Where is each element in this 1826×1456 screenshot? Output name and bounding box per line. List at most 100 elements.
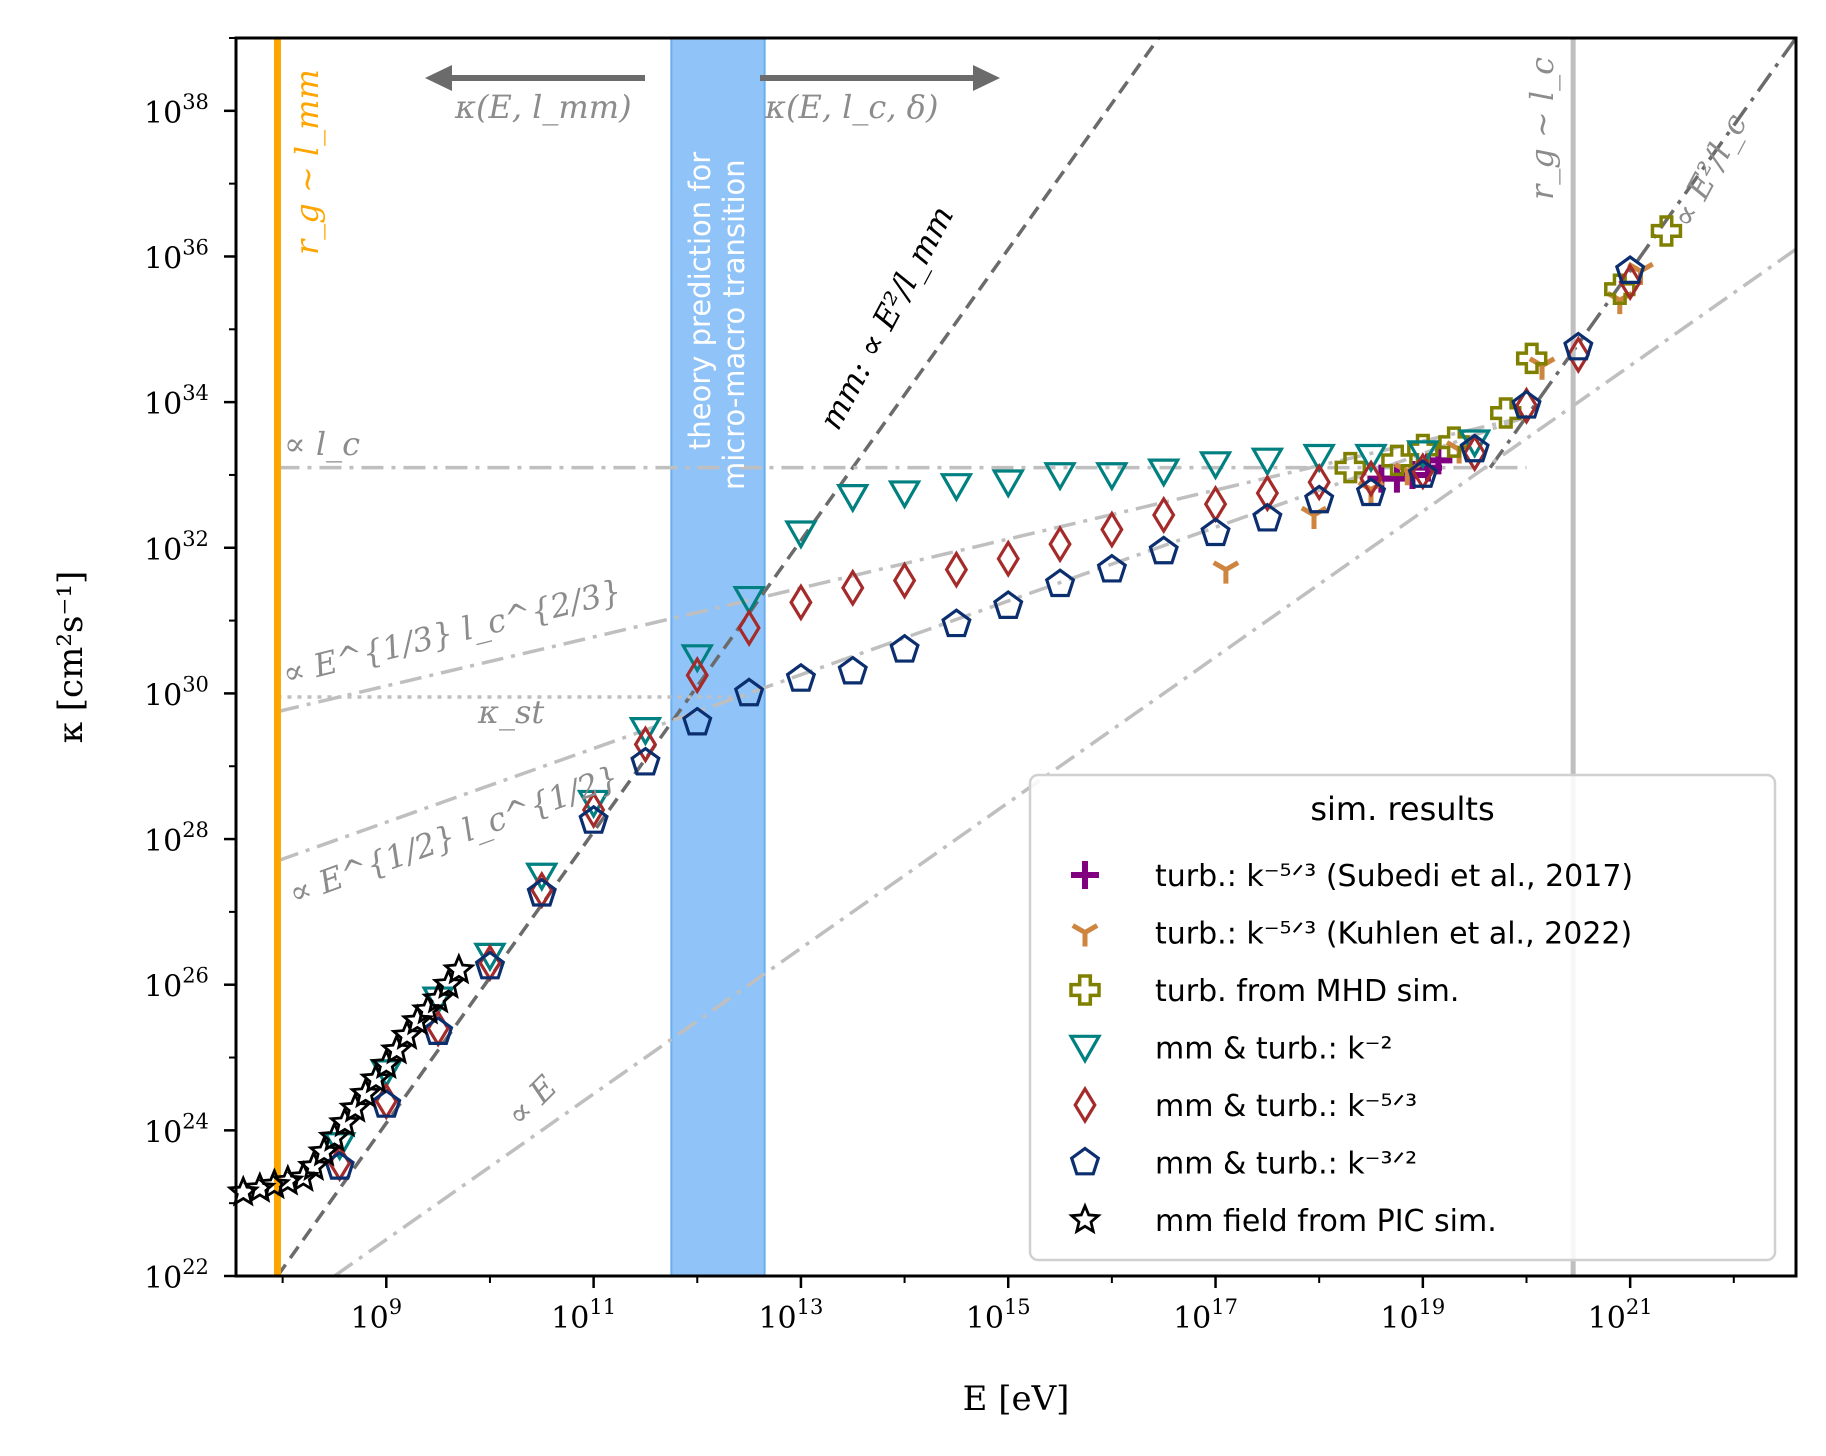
point-s4-5 — [581, 790, 606, 830]
point-s6-8 — [328, 1105, 362, 1138]
point-s4-16 — [1152, 495, 1176, 535]
point-s5-5 — [578, 804, 609, 834]
point-s5-6 — [630, 746, 661, 776]
point-s5-15 — [1096, 553, 1128, 583]
label-rg-lc: r_g ∼ l_c — [1523, 57, 1561, 200]
legend-marker-5 — [1069, 1146, 1101, 1176]
y-tick-label-3: 1028 — [144, 818, 209, 859]
point-s4-19 — [1307, 463, 1331, 502]
point-s5-17 — [1200, 517, 1231, 547]
legend-label-4: mm & turb.: k⁻⁵ᐟ³ — [1155, 1089, 1417, 1124]
label-lc: ∝ l_c — [284, 425, 360, 463]
point-s3-17 — [1198, 451, 1233, 481]
y-tick-label-8: 1038 — [144, 90, 209, 131]
point-s6-18 — [431, 967, 466, 999]
legend-marker-0 — [1071, 861, 1099, 889]
point-s2-4 — [1490, 397, 1522, 429]
point-s2-5 — [1515, 342, 1548, 375]
point-s6-14 — [390, 1018, 424, 1050]
point-s5-1 — [371, 1088, 402, 1118]
point-s6-3 — [271, 1163, 305, 1196]
point-s5-14 — [1044, 568, 1076, 598]
point-s4-25 — [1618, 262, 1642, 302]
point-s5-21 — [1407, 458, 1439, 488]
point-s5-11 — [889, 633, 920, 663]
point-s3-13 — [991, 469, 1025, 499]
plot-frame — [234, 36, 1798, 1278]
point-s6-19 — [442, 952, 476, 985]
point-s3-18 — [1250, 447, 1285, 477]
point-s4-15 — [1100, 510, 1124, 549]
y-tick-label-4: 1030 — [144, 672, 209, 713]
point-s3-21 — [1406, 440, 1440, 470]
label-E13: ∝ E^{1/3} l_c^{2/3} — [279, 572, 625, 693]
point-s3-16 — [1146, 458, 1181, 488]
point-s3-4 — [525, 862, 559, 892]
point-s2-1 — [1381, 444, 1413, 477]
x-tick-label-2: 1013 — [758, 1295, 823, 1336]
point-s4-7 — [685, 656, 709, 695]
point-s4-11 — [892, 561, 917, 600]
point-s5-8 — [733, 677, 765, 707]
point-s5-9 — [785, 662, 817, 692]
point-s5-12 — [941, 608, 972, 638]
point-s6-6 — [307, 1134, 341, 1167]
label-E2-lc: ∝ E²/l_c — [1664, 107, 1755, 233]
point-s3-20 — [1354, 443, 1388, 474]
point-s6-0 — [226, 1174, 261, 1207]
point-s5-16 — [1148, 535, 1179, 565]
arrow-left-head — [425, 65, 452, 91]
point-s4-22 — [1462, 433, 1487, 473]
legend-label-1: turb.: k⁻⁵ᐟ³ (Kuhlen et al., 2022) — [1155, 917, 1632, 952]
point-s6-17 — [421, 981, 455, 1014]
point-s4-8 — [737, 608, 761, 648]
point-s2-7 — [1650, 215, 1683, 247]
axes-layer: 109 1011 1013 1015 1017 1019 1021 1022 1024 1026 1… — [51, 36, 1798, 1419]
point-s5-20 — [1355, 477, 1387, 507]
point-s3-9 — [784, 520, 818, 550]
point-s3-22 — [1457, 429, 1492, 459]
x-tick-label-6: 1021 — [1588, 1295, 1653, 1336]
legend-marker-2 — [1069, 974, 1101, 1006]
point-s3-12 — [939, 473, 974, 503]
point-s4-9 — [789, 583, 813, 622]
band-label-line1: theory prediction for — [683, 152, 717, 450]
point-s1-5 — [1528, 356, 1556, 380]
point-s5-7 — [682, 706, 713, 736]
point-s5-19 — [1303, 484, 1335, 514]
arrow-label-right: κ(E, l_c, δ) — [764, 88, 938, 126]
point-s6-1 — [243, 1170, 277, 1203]
band-label-line2: micro-macro transition — [717, 159, 751, 490]
y-tick-label-2: 1026 — [144, 964, 209, 1005]
point-s5-23 — [1511, 389, 1542, 419]
x-tick-label-3: 1015 — [966, 1295, 1031, 1336]
label-mm: mm: ∝ E²/l_mm — [812, 200, 962, 436]
point-s1-0 — [1212, 560, 1240, 584]
legend-title: sim. results — [1310, 790, 1494, 828]
point-s4-24 — [1566, 335, 1590, 374]
x-tick-label-1: 1011 — [551, 1295, 616, 1336]
data-points-layer — [226, 215, 1683, 1207]
point-s5-4 — [526, 877, 557, 907]
legend-marker-3 — [1068, 1034, 1102, 1065]
point-s6-11 — [359, 1061, 393, 1094]
y-axis-label: κ [cm²s⁻¹] — [51, 571, 91, 744]
y-tick-label-7: 1036 — [144, 235, 209, 276]
point-s6-12 — [369, 1047, 404, 1080]
label-kst: κ_st — [477, 693, 544, 731]
point-s4-12 — [944, 550, 969, 589]
arrow-right-head — [973, 65, 1000, 91]
ref-line-E — [333, 247, 1796, 1276]
x-axis-label: E [eV] — [963, 1379, 1070, 1419]
point-s3-7 — [680, 644, 715, 674]
point-s5-2 — [422, 1016, 454, 1045]
point-s5-24 — [1563, 331, 1594, 361]
legend: sim. results turb.: k⁻⁵ᐟ³ (Subedi et al.,… — [1028, 773, 1777, 1262]
point-s4-6 — [633, 725, 658, 764]
point-s5-10 — [837, 655, 868, 685]
point-s5-18 — [1252, 502, 1283, 532]
ref-line-mm — [276, 38, 1161, 1276]
point-s3-14 — [1043, 462, 1077, 492]
point-s5-22 — [1459, 433, 1490, 463]
